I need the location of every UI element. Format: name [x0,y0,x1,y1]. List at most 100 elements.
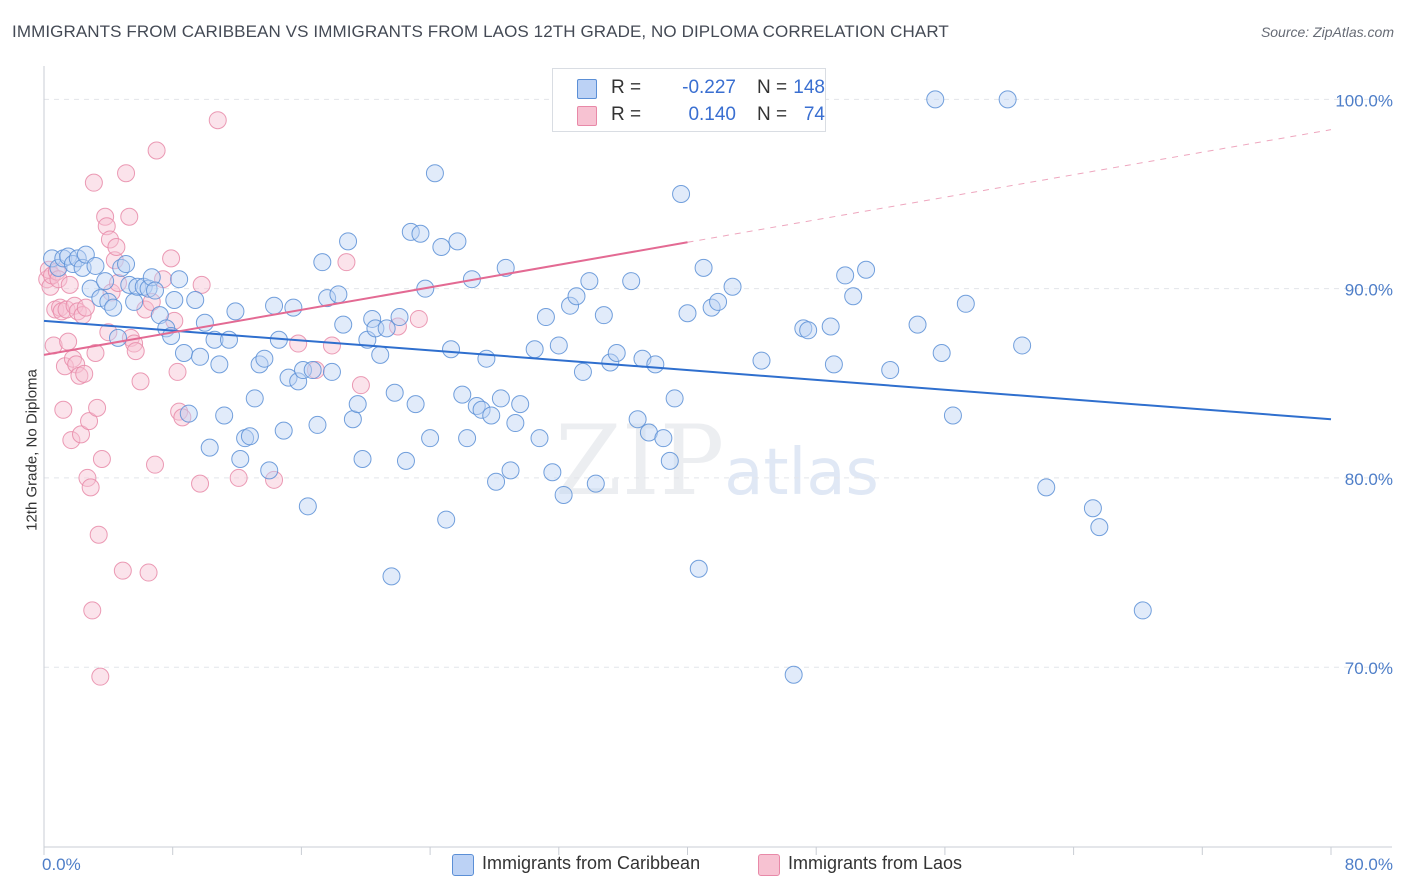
data-point-laos [96,207,115,226]
n-label: N = [757,104,788,125]
watermark-zip: ZIP [555,405,725,517]
data-point-caribbean [543,463,562,482]
data-point-caribbean [824,355,843,374]
data-point-caribbean [377,319,396,338]
data-point-caribbean [371,345,390,364]
data-point-caribbean [694,258,713,277]
r-label: R = [611,77,642,98]
data-point-caribbean [660,451,679,470]
chart-title: IMMIGRANTS FROM CARIBBEAN VS IMMIGRANTS … [12,22,949,41]
data-point-laos [139,563,158,582]
series-legend: Immigrants from Caribbean Immigrants fro… [0,853,1406,877]
data-point-caribbean [487,472,506,491]
data-point-laos [86,344,105,363]
data-point-caribbean [279,368,298,387]
data-point-caribbean [313,253,332,272]
data-point-caribbean [437,510,456,529]
data-point-laos [62,431,81,450]
data-point-caribbean [723,277,742,296]
data-point-caribbean [530,429,549,448]
data-point-laos [142,292,161,311]
data-point-caribbean [506,414,525,433]
data-point-caribbean [672,185,691,204]
data-point-caribbean [363,309,382,328]
swatch-caribbean [577,79,597,99]
trend-line-laos-extension [687,129,1332,243]
r-value: -0.227 [682,77,736,98]
data-point-caribbean [99,292,118,311]
data-point-caribbean [549,336,568,355]
data-point-caribbean [573,362,592,381]
data-point-caribbean [150,306,169,325]
n-value: 148 [793,77,825,98]
data-point-caribbean [491,389,510,408]
data-point-laos [388,317,407,336]
data-point-caribbean [956,294,975,313]
data-point-caribbean [289,372,308,391]
data-point-caribbean [210,355,229,374]
data-point-caribbean [348,395,367,414]
data-point-caribbean [205,330,224,349]
legend-swatch-caribbean [452,854,474,876]
data-point-caribbean [836,266,855,285]
data-point-caribbean [274,421,293,440]
trend-line-caribbean [43,319,1332,421]
data-point-caribbean [104,298,123,317]
data-point-caribbean [255,349,274,368]
data-point-caribbean [334,315,353,334]
x-tick-label: 80.0% [1345,855,1393,874]
data-point-caribbean [622,272,641,291]
data-point-caribbean [329,285,348,304]
data-point-caribbean [511,395,530,414]
data-point-caribbean [191,347,210,366]
data-point-caribbean [250,355,269,374]
data-point-caribbean [536,308,555,327]
trend-line-laos [43,241,688,356]
data-point-caribbean [81,279,100,298]
data-point-caribbean [308,415,327,434]
data-point-caribbean [1133,601,1152,620]
data-point-caribbean [472,400,491,419]
data-point-laos [113,561,132,580]
data-point-caribbean [406,395,425,414]
data-point-laos [100,230,119,249]
data-point-caribbean [318,289,337,308]
data-point-caribbean [294,361,313,380]
data-point-caribbean [303,361,322,380]
y-tick-label: 100.0% [1335,91,1393,110]
data-point-caribbean [580,272,599,291]
data-point-caribbean [86,256,105,275]
data-point-caribbean [125,292,144,311]
data-point-caribbean [477,349,496,368]
data-point-caribbean [453,385,472,404]
data-point-caribbean [396,451,415,470]
n-value: 74 [803,104,825,125]
watermark: ZIPatlas [555,405,879,517]
data-point-caribbean [665,389,684,408]
data-point-caribbean [607,344,626,363]
data-point-caribbean [784,665,803,684]
n-label: N = [757,77,788,98]
data-point-caribbean [1083,499,1102,518]
data-point-laos [208,111,227,130]
data-point-caribbean [265,296,284,315]
correlation-legend: R = -0.227 N = 148 R = 0.140 N = 74 [552,68,826,132]
source-credit: Source: ZipAtlas.com [1260,24,1394,40]
data-point-laos [88,398,107,417]
data-point-laos [289,334,308,353]
data-point-caribbean [908,315,927,334]
data-point-caribbean [146,281,165,300]
data-point-caribbean [226,302,245,321]
data-point-caribbean [63,255,82,274]
data-point-caribbean [421,429,440,448]
data-point-laos [162,249,181,268]
data-point-laos [117,164,136,183]
data-point-caribbean [339,232,358,251]
data-point-laos [75,364,94,383]
data-point-caribbean [448,232,467,251]
data-point-caribbean [322,362,341,381]
data-point-laos [351,376,370,395]
data-point-laos [97,217,116,236]
data-point-caribbean [343,410,362,429]
